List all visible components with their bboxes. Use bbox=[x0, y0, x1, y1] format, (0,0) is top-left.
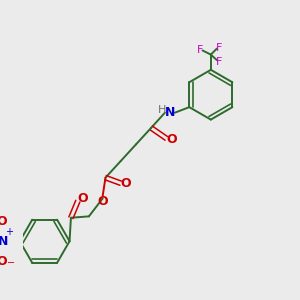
Text: O: O bbox=[0, 255, 7, 268]
Text: O: O bbox=[120, 177, 131, 190]
Text: H: H bbox=[158, 105, 166, 115]
Text: F: F bbox=[215, 56, 222, 67]
Text: +: + bbox=[4, 227, 13, 237]
Text: N: N bbox=[165, 106, 175, 119]
Text: N: N bbox=[0, 235, 8, 248]
Text: O: O bbox=[98, 195, 108, 208]
Text: −: − bbox=[7, 257, 15, 268]
Text: F: F bbox=[215, 43, 222, 53]
Text: O: O bbox=[166, 133, 177, 146]
Text: O: O bbox=[0, 214, 7, 228]
Text: F: F bbox=[196, 45, 203, 55]
Text: O: O bbox=[77, 192, 88, 205]
